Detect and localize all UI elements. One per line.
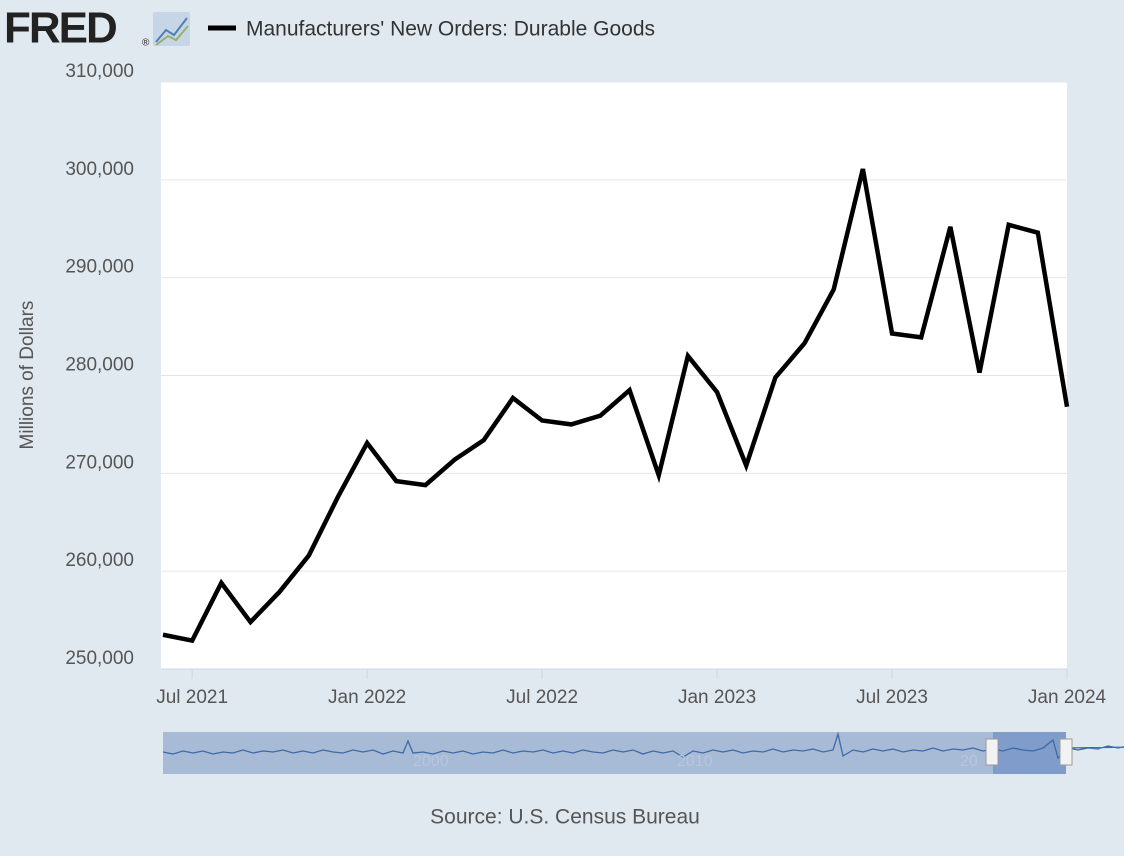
logo-icon bbox=[153, 12, 190, 46]
x-tick-label: Jul 2021 bbox=[156, 687, 228, 708]
source: Source: U.S. Census Bureau bbox=[430, 806, 700, 829]
navigator-handle[interactable] bbox=[1059, 738, 1073, 766]
x-tick-label: Jul 2023 bbox=[856, 687, 928, 708]
y-tick-label: 280,000 bbox=[65, 355, 134, 376]
y-tick-label: 310,000 bbox=[65, 61, 134, 82]
navigator-track bbox=[163, 732, 1066, 774]
series-line bbox=[162, 168, 1070, 644]
legend-label: Manufacturers' New Orders: Durable Goods bbox=[246, 18, 655, 41]
x-tick-label: Jan 2024 bbox=[1028, 687, 1107, 708]
y-tick-label: 290,000 bbox=[65, 257, 134, 278]
y-tick-label: 270,000 bbox=[65, 452, 134, 473]
y-tick-label: 250,000 bbox=[65, 648, 134, 669]
navigator-label: 2010 bbox=[677, 753, 713, 770]
y-axis-label: Millions of Dollars bbox=[17, 301, 38, 450]
navigator-label: 20 bbox=[960, 753, 978, 770]
logo: FRED bbox=[4, 4, 116, 53]
navigator-selection bbox=[993, 732, 1066, 774]
navigator-label: 2000 bbox=[413, 753, 449, 770]
y-tick-label: 300,000 bbox=[65, 159, 134, 180]
navigator: 2000 2010 20 bbox=[162, 731, 1124, 774]
y-tick-label: 260,000 bbox=[65, 550, 134, 571]
logo-mark: ® bbox=[142, 38, 150, 49]
x-tick-label: Jan 2022 bbox=[328, 687, 406, 708]
navigator-handle[interactable] bbox=[985, 738, 999, 766]
x-tick-label: Jul 2022 bbox=[506, 687, 578, 708]
x-tick-label: Jan 2023 bbox=[678, 687, 756, 708]
